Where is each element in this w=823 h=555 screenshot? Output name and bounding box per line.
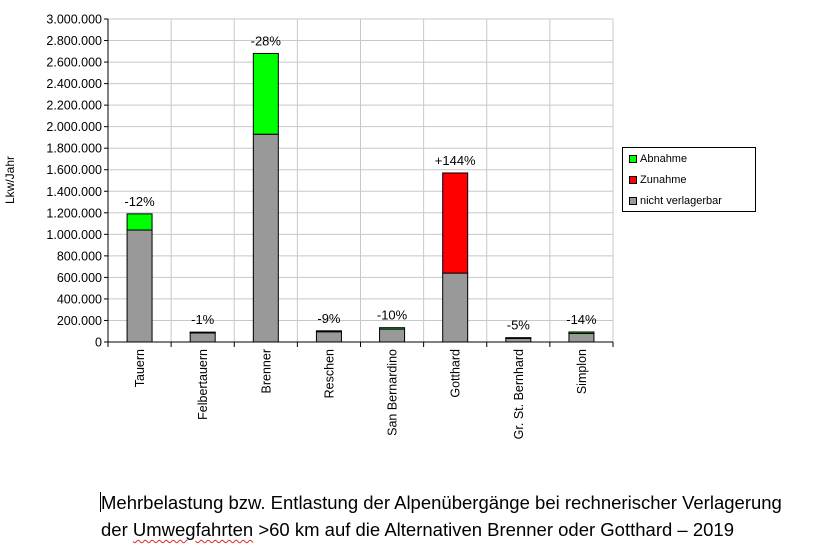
y-tick-label: 2.000.000 (46, 120, 102, 134)
bar-segment-nicht-verlagerbar (568, 332, 595, 343)
spellcheck-word[interactable]: Umwegfahrten (132, 519, 254, 540)
bar-segment-nicht-verlagerbar (379, 328, 406, 343)
bar-segment-nicht-verlagerbar (315, 331, 342, 343)
y-tick-label: 3.000.000 (46, 13, 102, 27)
y-tick-label: 1.000.000 (46, 228, 102, 242)
legend-item-abnahme: Abnahme (629, 153, 687, 165)
grid (108, 18, 614, 342)
y-tick-label: 2.200.000 (46, 99, 102, 113)
caption-line-1: Mehrbelastung bzw. Entlastung der Alpenü… (101, 492, 782, 513)
bar-segment-abnahme (189, 331, 216, 334)
bar-segment-abnahme (379, 327, 406, 330)
legend-swatch-nicht-verlagerbar (629, 197, 637, 205)
x-tick-label: Brenner (259, 349, 273, 393)
legend-swatch-zunahme (629, 176, 637, 184)
text-cursor (100, 492, 101, 512)
bar-segment-abnahme (126, 213, 153, 231)
bar-segment-abnahme (315, 330, 342, 333)
legend-swatch-abnahme (629, 155, 637, 163)
bar-segment-abnahme (252, 52, 279, 135)
legend: Abnahme Zunahme nicht verlagerbar (622, 147, 756, 212)
bar-segment-nicht-verlagerbar (189, 331, 216, 343)
legend-label: nicht verlagerbar (640, 195, 722, 207)
stacked-bar-chart: 0 200.000 400.000 600.000 800.000 1.000.000 1.… (3, 13, 614, 440)
axes (104, 18, 614, 347)
bar-segment-nicht-verlagerbar (126, 229, 153, 343)
data-label: -28% (251, 33, 282, 48)
y-axis-label: Lkw/Jahr (3, 156, 17, 204)
data-label: -14% (566, 312, 597, 327)
y-tick-label: 2.800.000 (46, 34, 102, 48)
legend-label: Abnahme (640, 153, 688, 165)
legend-item-nicht-verlagerbar: nicht verlagerbar (629, 195, 722, 207)
bar-segment-nicht-verlagerbar (252, 133, 279, 343)
caption-text: der (101, 519, 133, 540)
caption-line-2: der Umwegfahrten >60 km auf die Alternat… (101, 516, 823, 543)
data-label: -9% (317, 311, 341, 326)
data-label: -1% (191, 312, 215, 327)
y-tick-label: 600.000 (57, 271, 102, 285)
bar-segment-abnahme (505, 337, 532, 339)
labels: 0 200.000 400.000 600.000 800.000 1.000.000 1.… (46, 13, 597, 440)
y-tick-label: 400.000 (57, 292, 102, 306)
y-tick-label: 1.600.000 (46, 163, 102, 177)
bar-segment-nicht-verlagerbar (442, 272, 469, 343)
figure-caption[interactable]: Mehrbelastung bzw. Entlastung der Alpenü… (101, 489, 823, 543)
x-tick-label: Felbertauern (196, 349, 210, 420)
data-label: -12% (124, 194, 155, 209)
y-tick-label: 2.400.000 (46, 77, 102, 91)
bar-segment-abnahme (568, 331, 595, 334)
x-tick-label: San Bernardino (386, 349, 400, 436)
x-tick-label: Gotthard (449, 349, 463, 398)
legend-label: Zunahme (640, 174, 687, 186)
x-tick-label: Tauern (133, 349, 147, 387)
data-label: -10% (377, 308, 408, 323)
x-tick-label: Gr. St. Bernhard (512, 349, 526, 439)
caption-text: >60 km auf die Alternativen Brenner oder… (253, 519, 734, 540)
y-tick-label: 1.200.000 (46, 206, 102, 220)
x-tick-label: Reschen (322, 349, 336, 398)
bar-segment-zunahme (442, 172, 469, 274)
y-tick-label: 800.000 (57, 249, 102, 263)
data-label: -5% (507, 318, 531, 333)
data-label: +144% (435, 153, 476, 168)
y-tick-label: 2.600.000 (46, 56, 102, 70)
y-tick-label: 200.000 (57, 314, 102, 328)
legend-item-zunahme: Zunahme (629, 174, 686, 186)
y-tick-label: 0 (95, 336, 102, 350)
y-tick-label: 1.800.000 (46, 142, 102, 156)
y-tick-label: 1.400.000 (46, 185, 102, 199)
x-tick-label: Simplon (575, 349, 589, 394)
